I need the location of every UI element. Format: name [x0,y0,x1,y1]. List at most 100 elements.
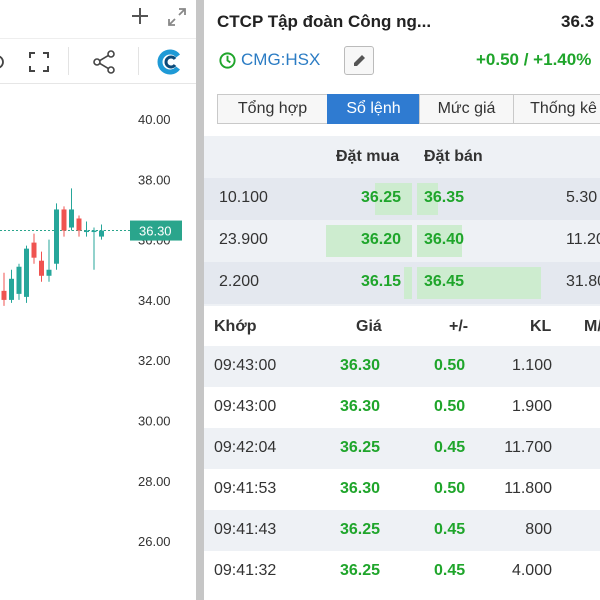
price-tick-label: 40.00 [138,112,171,127]
trade-row[interactable]: 09:42:04 36.25 0.45 11.700 [204,428,600,469]
bid-price: 36.15 [361,273,402,290]
chart-topbar [0,0,196,33]
ask-volume: 31.80 [566,273,600,290]
share-icon[interactable] [91,49,117,75]
current-price-tag [130,220,182,241]
trade-price: 36.25 [340,521,381,538]
trade-price: 36.30 [340,357,381,374]
candle-body [31,242,37,258]
bid-volume-bar [375,183,412,215]
ask-header: Đặt bán [424,148,483,165]
price-tick-label: 30.00 [138,414,171,429]
tab-3[interactable]: Thống kê [513,94,600,124]
trade-price: 36.25 [340,562,381,579]
trade-change: 0.50 [434,398,466,415]
trades-header-price: Giá [356,318,382,335]
price-tick-label: 26.00 [138,534,171,549]
trades-header-volume: KL [530,318,552,335]
order-book-row[interactable]: 10.100 36.25 36.35 5.30 [204,178,600,220]
bid-volume-bar [404,267,412,299]
trade-change: 0.45 [434,521,466,538]
trade-price: 36.25 [340,439,381,456]
trade-change: 0.45 [434,562,466,579]
app-logo-icon[interactable] [156,48,184,76]
trade-volume: 1.100 [511,357,552,374]
candle-body [69,209,74,228]
bid-volume: 10.100 [219,189,268,206]
trades-header-time: Khớp [214,318,257,335]
expand-icon[interactable] [166,6,188,28]
chart-panel: 40.0038.0036.0034.0032.0030.0028.0026.00… [0,0,196,600]
trade-volume: 1.900 [511,398,552,415]
toolbar-separator [138,47,139,75]
ask-volume-bar [417,183,438,215]
candle-body [61,209,67,231]
bid-header: Đặt mua [336,148,400,165]
settings-icon[interactable] [0,52,8,72]
bid-price: 36.25 [361,189,402,206]
tab-0[interactable]: Tổng hợp [217,94,327,124]
ask-volume: 5.30 [566,189,598,206]
bid-volume: 23.900 [219,231,268,248]
trade-row[interactable]: 09:43:00 36.30 0.50 1.100 [204,346,600,387]
trade-row[interactable]: 09:43:00 36.30 0.50 1.900 [204,387,600,428]
ask-price: 36.45 [424,273,465,290]
candle-body [9,278,14,300]
price-tick-label: 32.00 [138,353,171,368]
price-change: +0.50 / +1.40% [476,50,592,69]
candle-body [24,248,29,297]
candle-body [76,218,82,231]
bid-volume-bar [326,225,412,257]
trades-header-cumulative: M/ [584,318,600,335]
header-price: 36.3 [561,12,595,31]
trade-volume: 4.000 [511,562,552,579]
candle-body [54,209,59,264]
chart-toolbar [0,38,196,84]
price-tick-label: 28.00 [138,474,171,489]
tab-2[interactable]: Mức giá [419,94,513,124]
trade-time: 09:43:00 [214,398,277,415]
candle-body [84,230,89,233]
order-book-row[interactable]: 23.900 36.20 36.40 11.20 [204,220,600,262]
price-tick-label: 38.00 [138,172,171,187]
candle-body [1,290,7,300]
trade-volume: 11.700 [504,439,552,456]
bid-price: 36.20 [361,231,402,248]
toolbar-separator [68,47,69,75]
pencil-icon [354,55,365,66]
company-name: CTCP Tập đoàn Công ng... [217,12,432,31]
ask-price: 36.35 [424,189,465,206]
tab-1[interactable]: Sổ lệnh [327,94,419,124]
trade-time: 09:43:00 [214,357,277,374]
trade-time: 09:41:53 [214,480,277,497]
trade-volume: 11.800 [504,480,552,497]
price-tick-label: 34.00 [138,293,171,308]
trade-price: 36.30 [340,480,381,497]
candle-body [46,269,52,276]
panel-divider[interactable] [196,0,204,600]
trade-volume: 800 [525,521,552,538]
trade-row[interactable]: 09:41:32 36.25 0.45 4.000 [204,551,600,592]
order-book-row[interactable]: 2.200 36.15 36.45 31.80 [204,262,600,304]
trade-time: 09:42:04 [214,439,277,456]
current-price-label: 36.30 [139,224,172,239]
trades-header-change: +/- [449,318,469,335]
trade-row[interactable]: 09:41:53 36.30 0.50 11.800 [204,469,600,510]
quote-panel: CTCP Tập đoàn Công ng... 36.3 CMG:HSX +0… [204,0,600,600]
ticker-symbol[interactable]: CMG:HSX [241,50,321,69]
candle-body [99,230,104,237]
trade-price: 36.30 [340,398,381,415]
bid-volume: 2.200 [219,273,260,290]
tab-bar: Tổng hợp Sổ lệnh Mức giá Thống kê [217,94,600,124]
ask-volume-bar [417,225,462,257]
add-icon[interactable] [130,6,150,26]
trade-change: 0.50 [434,357,466,374]
ask-volume-bar [417,267,541,299]
trade-change: 0.50 [434,480,466,497]
ask-volume: 11.20 [566,231,600,248]
trade-row[interactable]: 09:41:43 36.25 0.45 800 [204,510,600,551]
edit-button[interactable] [344,46,374,75]
candlestick-chart[interactable]: 40.0038.0036.0034.0032.0030.0028.0026.00… [0,0,196,600]
ask-price: 36.40 [424,231,465,248]
fullscreen-icon[interactable] [28,51,50,73]
